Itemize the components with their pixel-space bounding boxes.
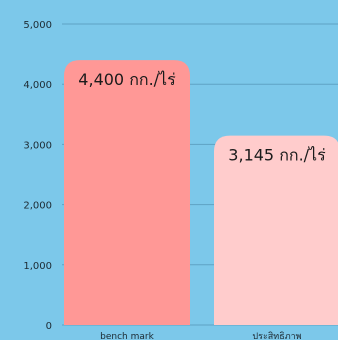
y-tick-label: 1,000 [23, 261, 52, 272]
category-label: ประสิทธิภาพ [252, 331, 301, 340]
bar-bench-mark [64, 60, 190, 326]
x-axis-category-labels: bench mark ประสิทธิภาพ [100, 331, 302, 340]
data-labels: 4,400 กก./ไร่ 3,145 กก./ไร่ [78, 70, 326, 165]
category-label: bench mark [100, 332, 154, 340]
data-label: 3,145 กก./ไร่ [228, 146, 326, 165]
y-axis-tick-labels: 0 1,000 2,000 3,000 4,000 5,000 [23, 20, 52, 332]
y-tick-label: 5,000 [23, 20, 52, 31]
y-tick-label: 2,000 [23, 201, 52, 212]
bars [64, 60, 338, 326]
data-label: 4,400 กก./ไร่ [78, 70, 176, 89]
y-tick-label: 0 [46, 321, 52, 332]
bar-performance [214, 135, 338, 325]
y-tick-label: 3,000 [23, 140, 52, 151]
y-tick-label: 4,000 [23, 80, 52, 91]
